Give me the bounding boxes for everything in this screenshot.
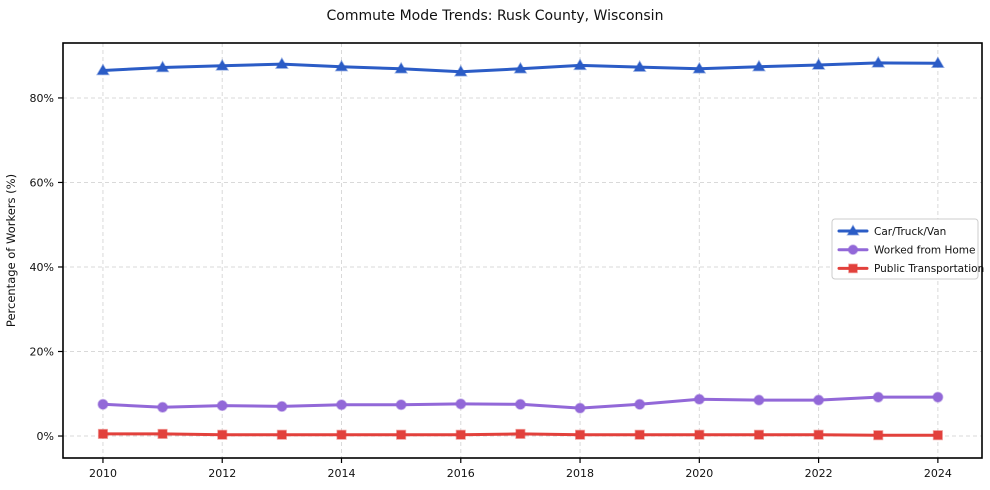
square-marker: [813, 429, 824, 440]
triangle-marker: [155, 60, 170, 73]
square-marker: [217, 429, 228, 440]
legend-item-worked-from-home: Worked from Home: [837, 244, 975, 257]
legend-item-car-truck-van: Car/Truck/Van: [837, 224, 946, 238]
x-tick-label: 2012: [208, 467, 236, 480]
square-marker: [276, 429, 287, 440]
triangle-marker: [394, 61, 409, 74]
series-public-transportation: [97, 428, 943, 441]
circle-marker: [97, 398, 109, 410]
legend: Car/Truck/Van Worked from Home Public Tran…: [831, 218, 984, 280]
triangle-marker: [513, 61, 528, 74]
x-tick-label: 2024: [924, 467, 952, 480]
y-axis-label: Percentage of Workers (%): [4, 174, 18, 327]
square-marker: [455, 429, 466, 440]
square-marker: [157, 428, 168, 439]
circle-marker: [514, 398, 526, 410]
legend-label: Public Transportation: [874, 263, 984, 275]
y-tick-label: 60%: [30, 176, 54, 189]
circle-marker: [753, 394, 765, 406]
y-tick-label: 80%: [30, 92, 54, 105]
x-tick-label: 2014: [328, 467, 356, 480]
triangle-marker: [573, 58, 587, 71]
circle-marker: [276, 400, 288, 412]
circle-marker: [216, 400, 228, 412]
legend-item-public-transportation: Public Transportation: [837, 263, 984, 275]
square-marker: [97, 428, 109, 439]
x-tick-label: 2010: [89, 467, 117, 480]
triangle-marker: [930, 56, 945, 69]
circle-marker: [395, 399, 407, 411]
triangle-marker: [692, 61, 707, 74]
circle-marker: [813, 394, 825, 406]
y-tick-label: 40%: [30, 261, 54, 274]
x-tick-label: 2020: [685, 467, 713, 480]
triangle-marker: [96, 63, 110, 76]
circle-marker: [847, 244, 859, 256]
series-car-truck-van: [96, 55, 945, 77]
square-marker: [932, 430, 943, 441]
circle-marker: [693, 393, 705, 405]
triangle-marker: [334, 59, 349, 72]
square-marker: [753, 429, 765, 440]
square-marker: [634, 429, 645, 440]
x-tick-label: 2022: [805, 467, 833, 480]
series-worked-from-home: [97, 391, 944, 414]
x-tick-label: 2018: [566, 467, 594, 480]
x-tick-label: 2016: [447, 467, 475, 480]
square-marker: [574, 429, 586, 440]
circle-marker: [872, 391, 884, 403]
triangle-marker: [632, 60, 647, 72]
circle-marker: [455, 398, 467, 410]
triangle-marker: [846, 224, 860, 236]
triangle-marker: [871, 55, 886, 68]
square-marker: [694, 429, 705, 440]
y-tick-label: 20%: [30, 346, 54, 359]
triangle-marker: [752, 59, 766, 72]
square-marker: [336, 429, 347, 440]
legend-label: Worked from Home: [874, 245, 975, 257]
square-marker: [515, 428, 526, 439]
chart-title: Commute Mode Trends: Rusk County, Wiscon…: [326, 8, 664, 24]
triangle-marker: [215, 58, 230, 71]
circle-marker: [157, 401, 169, 413]
triangle-marker: [453, 64, 468, 77]
circle-marker: [574, 402, 586, 414]
y-tick-label: 0%: [37, 430, 54, 443]
circle-marker: [335, 399, 348, 411]
legend-label: Car/Truck/Van: [874, 226, 946, 238]
triangle-marker: [274, 57, 289, 69]
plot-border: [62, 42, 983, 459]
legend-box: [831, 218, 979, 280]
square-marker: [873, 430, 884, 441]
circle-marker: [634, 398, 646, 410]
circle-marker: [932, 391, 944, 403]
square-marker: [396, 429, 407, 440]
triangle-marker: [811, 57, 826, 70]
square-marker: [848, 263, 858, 274]
